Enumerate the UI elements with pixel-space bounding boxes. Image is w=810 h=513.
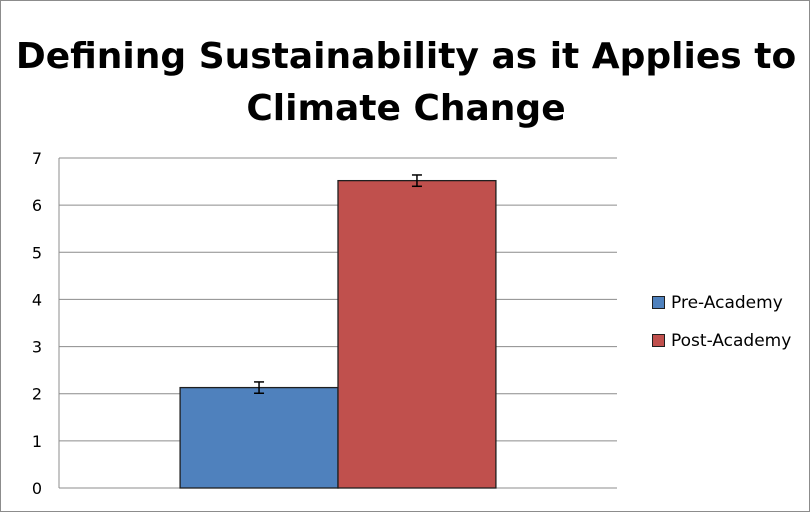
- legend-swatch-pre-academy: [652, 296, 665, 309]
- y-tick-label-4: 4: [32, 290, 42, 309]
- legend-item-pre-academy: Pre-Academy: [652, 291, 791, 314]
- y-tick-label-1: 1: [32, 432, 42, 451]
- bar-pre-academy: [179, 386, 339, 489]
- legend-label-pre-academy: Pre-Academy: [671, 292, 783, 313]
- y-tick-label-0: 0: [32, 479, 42, 498]
- legend: Pre-Academy Post-Academy: [652, 291, 791, 367]
- y-tick-label-7: 7: [32, 149, 42, 168]
- legend-swatch-post-academy: [652, 334, 665, 347]
- y-tick-label-3: 3: [32, 338, 42, 357]
- legend-item-post-academy: Post-Academy: [652, 329, 791, 352]
- legend-label-post-academy: Post-Academy: [671, 330, 792, 351]
- y-tick-label-5: 5: [32, 243, 42, 262]
- y-tick-label-2: 2: [32, 385, 42, 404]
- chart-title: Defining Sustainability as it Applies to…: [15, 36, 797, 129]
- bar-post-academy: [337, 179, 497, 489]
- y-tick-label-6: 6: [32, 196, 42, 215]
